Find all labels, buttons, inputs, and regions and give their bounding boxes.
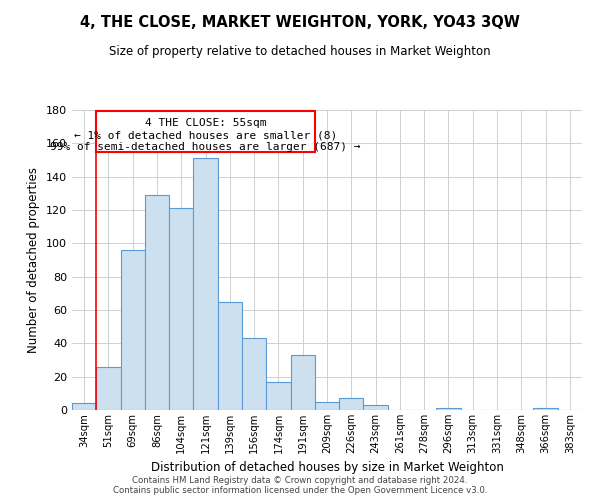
Y-axis label: Number of detached properties: Number of detached properties <box>28 167 40 353</box>
Text: 4, THE CLOSE, MARKET WEIGHTON, YORK, YO43 3QW: 4, THE CLOSE, MARKET WEIGHTON, YORK, YO4… <box>80 15 520 30</box>
FancyBboxPatch shape <box>96 111 315 152</box>
Bar <box>72 404 96 410</box>
Bar <box>533 408 558 410</box>
X-axis label: Distribution of detached houses by size in Market Weighton: Distribution of detached houses by size … <box>151 462 503 474</box>
Bar <box>193 158 218 410</box>
Text: ← 1% of detached houses are smaller (8): ← 1% of detached houses are smaller (8) <box>74 130 337 140</box>
Text: 4 THE CLOSE: 55sqm: 4 THE CLOSE: 55sqm <box>145 118 266 128</box>
Bar <box>364 405 388 410</box>
Bar <box>96 366 121 410</box>
Bar <box>266 382 290 410</box>
Bar <box>169 208 193 410</box>
Text: Size of property relative to detached houses in Market Weighton: Size of property relative to detached ho… <box>109 45 491 58</box>
Bar <box>145 195 169 410</box>
Text: 99% of semi-detached houses are larger (687) →: 99% of semi-detached houses are larger (… <box>50 142 361 152</box>
Bar <box>315 402 339 410</box>
Bar <box>121 250 145 410</box>
Bar <box>242 338 266 410</box>
Bar <box>218 302 242 410</box>
Bar <box>436 408 461 410</box>
Bar <box>290 355 315 410</box>
Bar <box>339 398 364 410</box>
Text: Contains HM Land Registry data © Crown copyright and database right 2024.
Contai: Contains HM Land Registry data © Crown c… <box>113 476 487 495</box>
